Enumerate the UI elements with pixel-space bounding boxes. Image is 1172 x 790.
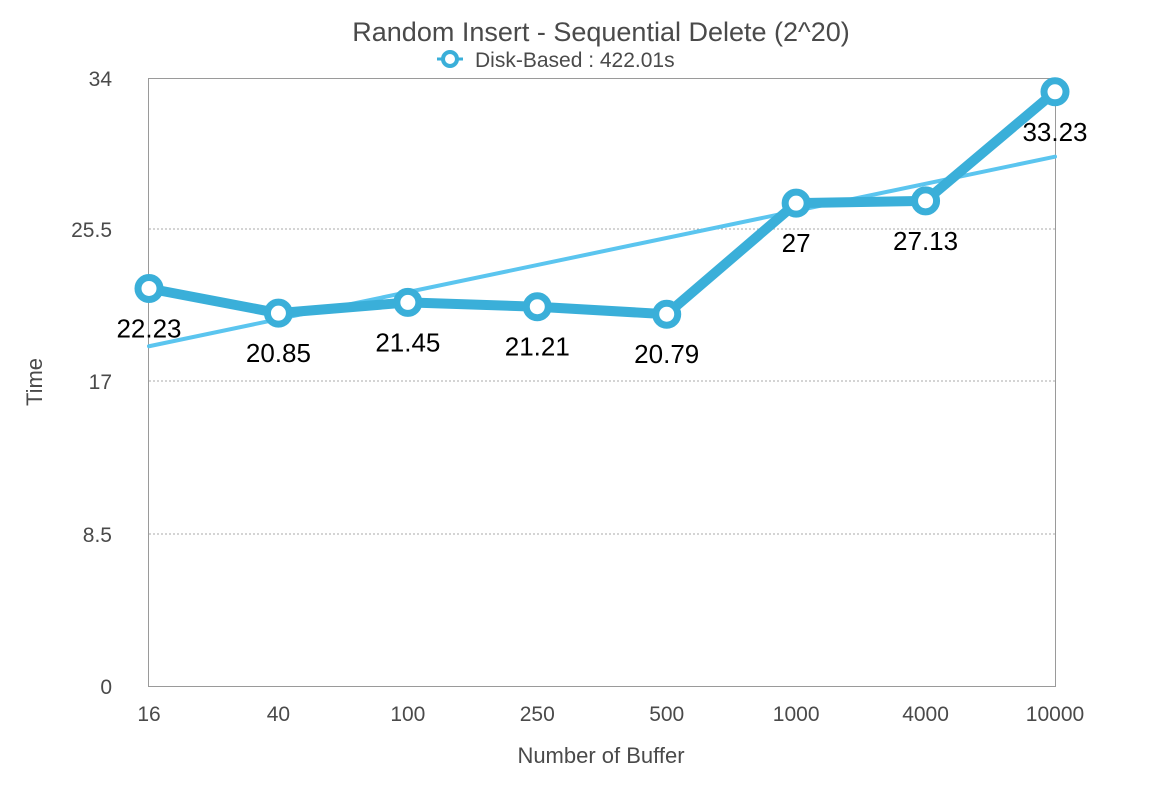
legend-label: Disk-Based : 422.01s [475,49,675,72]
x-tick-label: 4000 [902,703,949,726]
x-tick-label: 100 [390,703,425,726]
data-label: 27.13 [893,226,958,256]
y-axis-label: Time [22,358,47,406]
data-point [781,188,811,218]
x-tick-labels: 16 40 100 250 500 1000 4000 10000 [137,703,1084,726]
legend-marker [441,50,459,68]
legend: Disk-Based : 422.01s [437,49,675,72]
data-label: 33.23 [1022,117,1087,147]
x-axis-label: Number of Buffer [517,743,684,768]
data-labels: 22.23 20.85 21.45 21.21 20.79 27 27.13 33.23 [116,117,1087,369]
x-tick-label: 250 [520,703,555,726]
data-markers [134,77,1070,329]
y-tick-label: 25.5 [71,219,112,242]
data-label: 21.21 [505,332,570,362]
plot-area [148,78,1056,687]
data-point [652,299,682,329]
y-tick-labels: 0 8.5 17 25.5 34 [71,68,112,699]
data-point [393,287,423,317]
x-tick-label: 40 [267,703,290,726]
y-tick-label: 34 [89,68,113,91]
data-label: 20.85 [246,338,311,368]
x-tick-label: 10000 [1026,703,1084,726]
x-tick-label: 1000 [773,703,820,726]
data-label: 21.45 [375,327,440,357]
data-point [1040,77,1070,107]
x-tick-label: 16 [137,703,160,726]
data-label: 27 [782,228,811,258]
x-tick-label: 500 [649,703,684,726]
series-line [144,86,1060,320]
chart-title: Random Insert - Sequential Delete (2^20) [352,17,849,47]
y-tick-label: 17 [89,371,112,394]
data-point [911,186,941,216]
plot-frame [148,78,1056,687]
y-tick-label: 8.5 [83,524,112,547]
data-label: 20.79 [634,339,699,369]
data-point [134,273,164,303]
data-point [263,298,293,328]
data-label: 22.23 [116,313,181,343]
data-point [522,292,552,322]
y-tick-label: 0 [100,676,112,699]
